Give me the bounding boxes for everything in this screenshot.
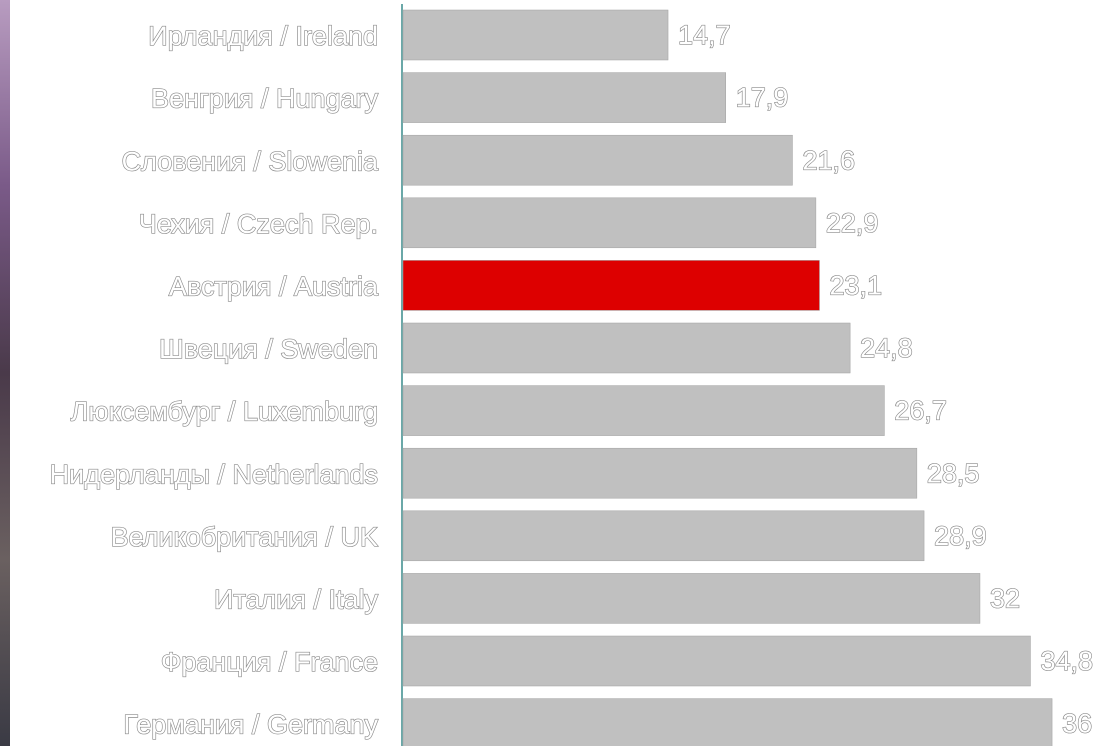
category-label: Франция / France [161,647,378,677]
background-image-edge [0,0,10,746]
value-label: 26,7 [894,396,947,426]
bar [402,510,925,562]
category-label: Австрия / Austria [169,272,379,302]
category-label: Великобритания / UK [111,522,378,552]
value-label: 28,9 [934,521,987,551]
category-label: Словения / Slowenia [122,146,379,176]
category-label: Венгрия / Hungary [151,84,379,114]
category-label: Нидерланды / Netherlands [50,459,378,489]
category-label: Чехия / Czech Rep. [139,209,378,239]
category-label: Италия / Italy [214,585,378,615]
bar [402,698,1053,746]
value-label: 22,9 [826,208,879,238]
value-label: 34,8 [1040,646,1093,676]
bar [402,322,851,374]
bar [402,9,669,61]
value-label: 36 [1062,709,1092,739]
category-label: Ирландия / Ireland [148,21,378,51]
category-label: Люксембург / Luxemburg [71,397,378,427]
bar [402,635,1031,687]
value-label: 21,6 [802,145,855,175]
value-label: 24,8 [860,333,913,363]
category-label: Германия / Germany [123,710,378,740]
bar [402,260,820,311]
bar [402,134,793,186]
bar [402,447,918,499]
value-label: 23,1 [829,271,882,301]
value-label: 28,5 [927,458,980,488]
value-label: 17,9 [736,83,789,113]
category-label: Швеция / Sweden [159,334,378,364]
value-label: 14,7 [678,20,731,50]
bar [402,573,981,624]
value-label: 32 [990,584,1020,614]
bar [402,385,885,436]
bar [402,72,726,123]
bar [402,197,817,249]
